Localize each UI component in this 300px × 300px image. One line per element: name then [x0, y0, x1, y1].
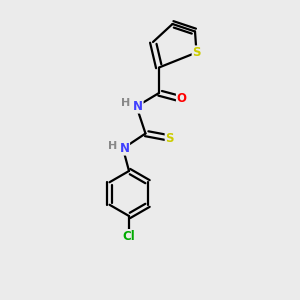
Text: O: O — [176, 92, 187, 106]
Text: N: N — [133, 100, 143, 113]
Text: S: S — [192, 46, 201, 59]
Text: N: N — [119, 142, 130, 155]
Text: S: S — [165, 131, 174, 145]
Text: H: H — [108, 140, 117, 151]
Text: Cl: Cl — [123, 230, 135, 243]
Text: H: H — [122, 98, 130, 109]
